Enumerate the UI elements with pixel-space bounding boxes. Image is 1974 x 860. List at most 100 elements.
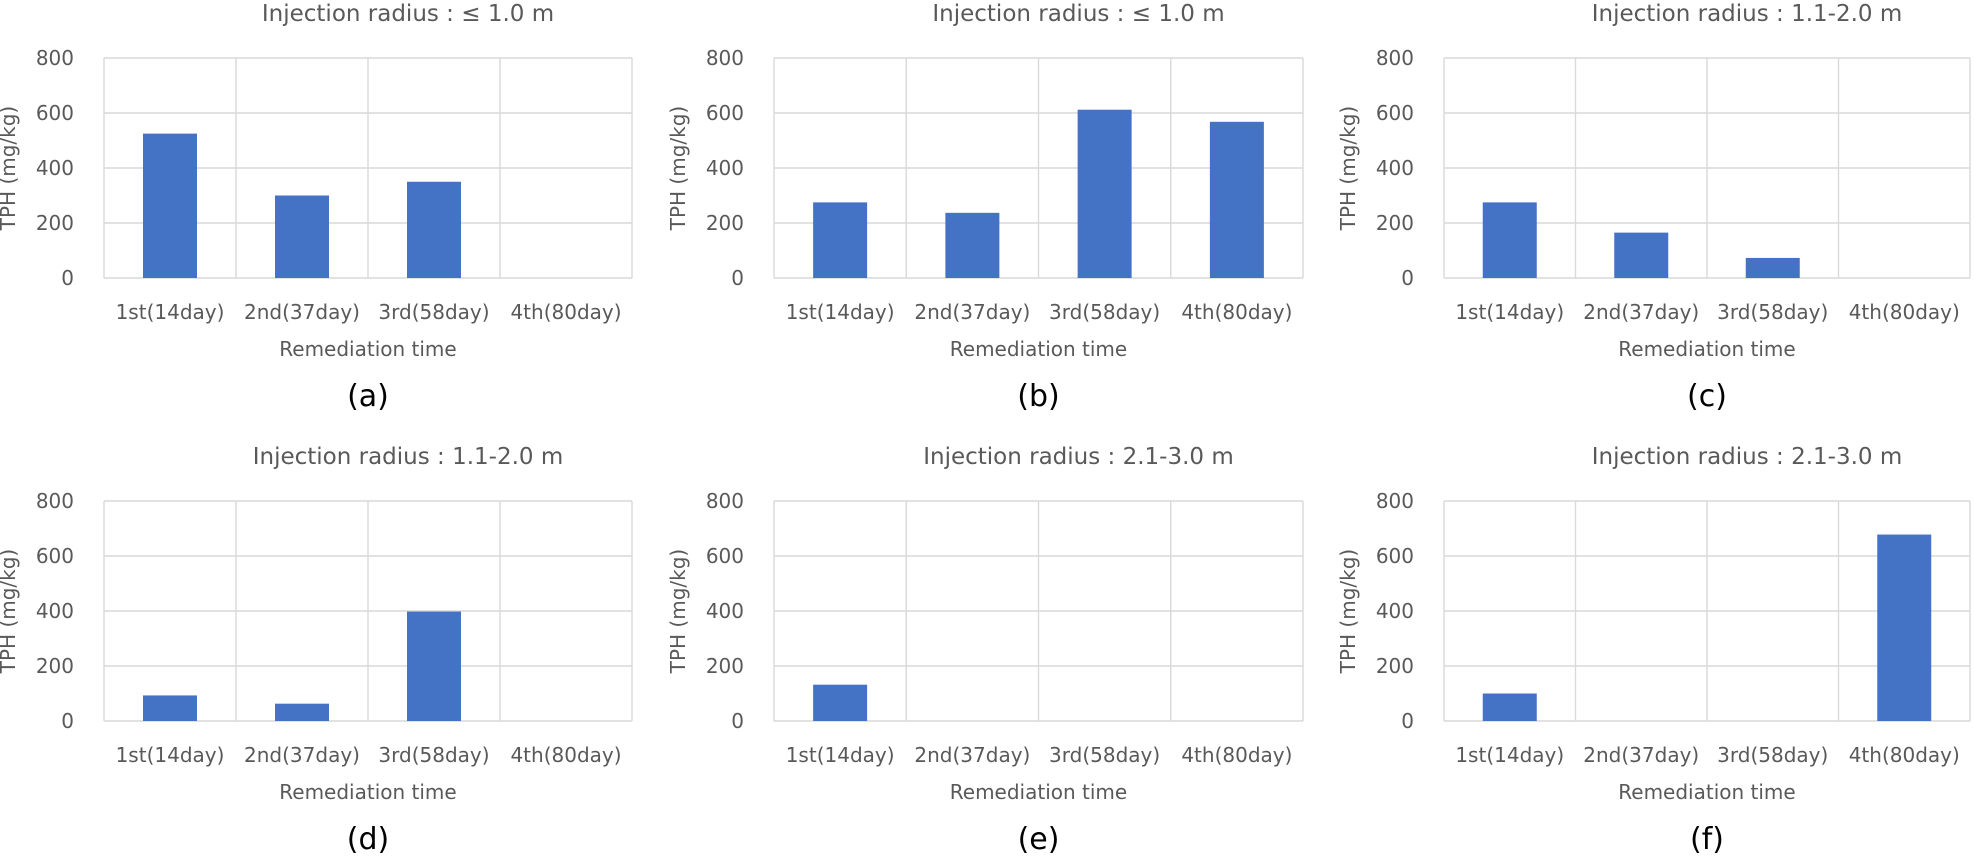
y-tick-label: 400	[706, 599, 744, 623]
y-axis-title: TPH (mg/kg)	[0, 549, 20, 674]
y-axis-title: TPH (mg/kg)	[0, 106, 20, 231]
y-tick-label: 600	[36, 544, 74, 568]
chart-title: Injection radius : 1.1-2.0 m	[1592, 1, 1903, 27]
bar	[1745, 257, 1800, 278]
x-tick-label: 3rd(58day)	[1049, 300, 1160, 324]
y-tick-label: 0	[61, 709, 74, 733]
panel-label: (d)	[347, 822, 389, 856]
chart-panel: 0 200 400 600 800 1st(14day) 2nd(37day) 3rd(58d…	[666, 1, 1304, 414]
x-axis-title: Remediation time	[950, 780, 1127, 804]
x-tick-label: 2nd(37day)	[1583, 300, 1699, 324]
y-tick-label: 200	[36, 654, 74, 678]
panel-label: (b)	[1017, 379, 1059, 414]
panel-label: (f)	[1690, 822, 1724, 856]
x-tick-label: 3rd(58day)	[378, 743, 489, 767]
x-tick-label: 1st(14day)	[116, 300, 225, 324]
y-tick-label: 0	[731, 266, 744, 290]
y-tick-label: 200	[1376, 211, 1414, 235]
x-tick-label: 1st(14day)	[116, 743, 225, 767]
chart-panel: 0 200 400 600 800 1st(14day) 2nd(37day) 3rd(58d…	[0, 444, 633, 857]
y-axis-title: TPH (mg/kg)	[1336, 549, 1360, 674]
bar	[275, 195, 329, 278]
y-tick-label: 600	[1376, 544, 1414, 568]
y-tick-label: 200	[706, 654, 744, 678]
y-tick-label: 600	[706, 101, 744, 125]
bar	[143, 133, 197, 278]
x-tick-label: 3rd(58day)	[1049, 743, 1160, 767]
y-tick-label: 800	[706, 489, 744, 513]
y-tick-label: 800	[36, 46, 74, 70]
bar	[407, 611, 461, 721]
chart-panel: 0 200 400 600 800 1st(14day) 2nd(37day) 3rd(58d…	[666, 444, 1304, 857]
x-axis-title: Remediation time	[1618, 337, 1795, 361]
x-tick-label: 2nd(37day)	[244, 300, 360, 324]
x-tick-label: 1st(14day)	[786, 743, 895, 767]
x-tick-label: 2nd(37day)	[914, 743, 1030, 767]
bar	[1482, 202, 1537, 278]
x-axis-title: Remediation time	[950, 337, 1127, 361]
bar	[1209, 121, 1264, 278]
x-tick-label: 3rd(58day)	[1717, 743, 1828, 767]
y-tick-label: 200	[706, 211, 744, 235]
bar	[275, 703, 329, 721]
bar	[1482, 693, 1537, 721]
y-axis-title: TPH (mg/kg)	[1336, 106, 1360, 231]
bar	[813, 202, 868, 278]
x-tick-label: 2nd(37day)	[1583, 743, 1699, 767]
panel-label: (a)	[347, 379, 389, 414]
panel-label: (c)	[1687, 379, 1727, 414]
x-tick-label: 4th(80day)	[510, 743, 621, 767]
bar	[1877, 534, 1932, 721]
y-tick-label: 600	[36, 101, 74, 125]
y-tick-label: 400	[36, 156, 74, 180]
y-tick-label: 0	[1401, 709, 1414, 733]
x-tick-label: 3rd(58day)	[1717, 300, 1828, 324]
y-tick-label: 600	[1376, 101, 1414, 125]
x-tick-label: 1st(14day)	[1455, 743, 1564, 767]
y-tick-label: 400	[1376, 156, 1414, 180]
x-tick-label: 4th(80day)	[1181, 300, 1292, 324]
y-tick-label: 400	[706, 156, 744, 180]
x-tick-label: 1st(14day)	[1455, 300, 1564, 324]
chart-panel: 0 200 400 600 800 1st(14day) 2nd(37day) 3rd(58d…	[0, 1, 633, 414]
x-axis-title: Remediation time	[1618, 780, 1795, 804]
y-tick-label: 0	[731, 709, 744, 733]
chart-title: Injection radius : ≤ 1.0 m	[932, 1, 1224, 27]
y-tick-label: 800	[1376, 46, 1414, 70]
x-axis-title: Remediation time	[279, 780, 456, 804]
y-axis-title: TPH (mg/kg)	[666, 106, 690, 231]
x-tick-label: 2nd(37day)	[914, 300, 1030, 324]
chart-title: Injection radius : 2.1-3.0 m	[1592, 444, 1903, 470]
bar	[945, 212, 1000, 278]
chart-panel: 0 200 400 600 800 1st(14day) 2nd(37day) 3rd(58d…	[1336, 444, 1971, 857]
y-tick-label: 200	[36, 211, 74, 235]
bar	[407, 181, 461, 278]
chart-title: Injection radius : 2.1-3.0 m	[923, 444, 1234, 470]
x-tick-label: 4th(80day)	[1849, 300, 1960, 324]
y-tick-label: 400	[36, 599, 74, 623]
y-tick-label: 800	[1376, 489, 1414, 513]
bar	[1614, 232, 1669, 278]
y-axis-title: TPH (mg/kg)	[666, 549, 690, 674]
panel-label: (e)	[1018, 822, 1060, 856]
chart-title: Injection radius : ≤ 1.0 m	[262, 1, 554, 27]
x-tick-label: 4th(80day)	[510, 300, 621, 324]
y-tick-label: 800	[706, 46, 744, 70]
chart-title: Injection radius : 1.1-2.0 m	[253, 444, 564, 470]
x-axis-title: Remediation time	[279, 337, 456, 361]
x-tick-label: 1st(14day)	[786, 300, 895, 324]
y-tick-label: 800	[36, 489, 74, 513]
y-tick-label: 400	[1376, 599, 1414, 623]
y-tick-label: 600	[706, 544, 744, 568]
bar	[1077, 109, 1132, 278]
bar	[143, 695, 197, 721]
x-tick-label: 3rd(58day)	[378, 300, 489, 324]
y-tick-label: 200	[1376, 654, 1414, 678]
x-tick-label: 4th(80day)	[1849, 743, 1960, 767]
x-tick-label: 4th(80day)	[1181, 743, 1292, 767]
bar	[813, 684, 868, 721]
y-tick-label: 0	[1401, 266, 1414, 290]
x-tick-label: 2nd(37day)	[244, 743, 360, 767]
chart-panel: 0 200 400 600 800 1st(14day) 2nd(37day) 3rd(58d…	[1336, 1, 1971, 414]
